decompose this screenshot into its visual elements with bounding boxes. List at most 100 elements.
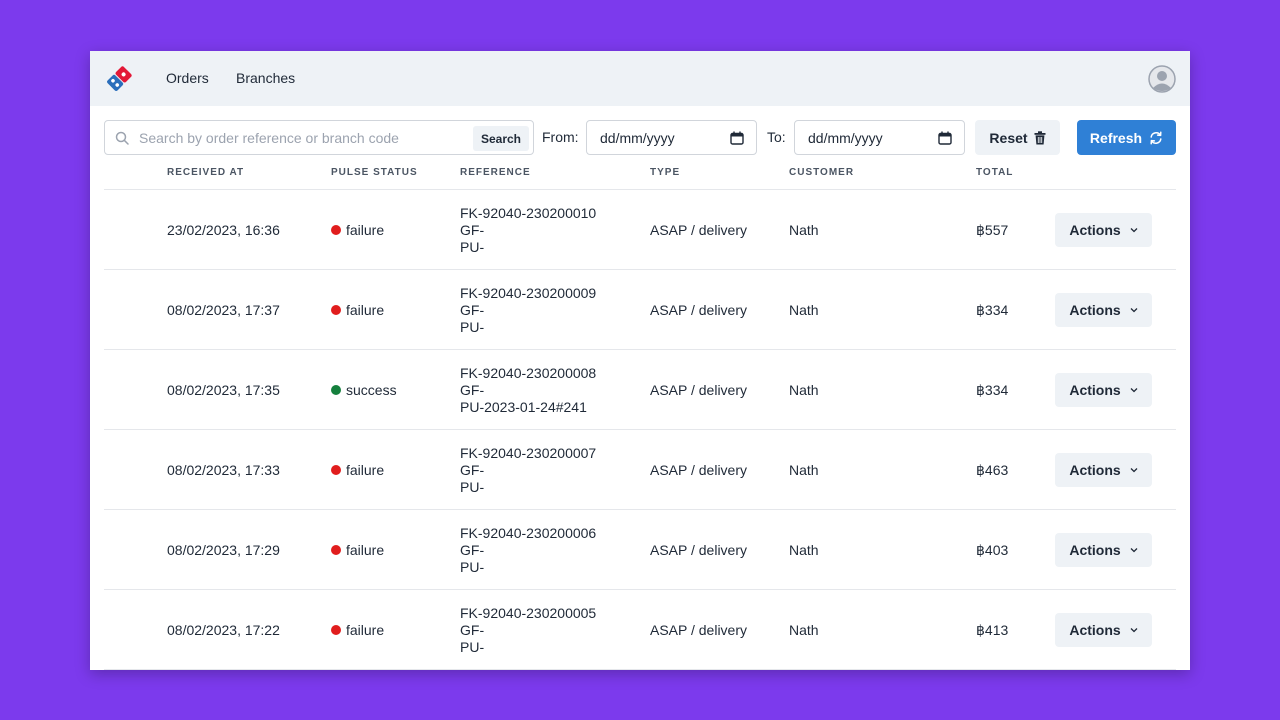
user-avatar-icon[interactable] xyxy=(1148,65,1176,93)
orders-table-header: RECEIVED AT PULSE STATUS REFERENCE TYPE … xyxy=(104,164,1176,190)
actions-dropdown-button[interactable]: Actions xyxy=(1055,453,1152,487)
status-text: failure xyxy=(346,222,385,238)
actions-label: Actions xyxy=(1069,302,1121,318)
status-text: success xyxy=(346,382,397,398)
reference-cell: FK-92040-230200007 GF- PU- xyxy=(460,445,596,496)
reference-line: FK-92040-230200006 xyxy=(460,525,597,541)
col-header-reference[interactable]: REFERENCE xyxy=(460,167,531,178)
received-at-cell: 08/02/2023, 17:29 xyxy=(167,542,280,558)
reset-button-label: Reset xyxy=(989,129,1028,146)
total-cell: ฿334 xyxy=(976,382,1009,398)
chevron-down-icon xyxy=(1130,628,1138,633)
reference-line: PU- xyxy=(460,639,485,655)
total-cell: ฿403 xyxy=(976,542,1009,558)
col-header-total[interactable]: TOTAL xyxy=(976,167,1014,178)
app-window: Orders Branches Search From: dd/mm/yyyy xyxy=(90,51,1190,670)
table-row[interactable]: 08/02/2023, 17:22 failure FK-92040-23020… xyxy=(104,590,1176,670)
top-navbar: Orders Branches xyxy=(90,51,1190,106)
reference-cell: FK-92040-230200008 GF- PU-2023-01-24#241 xyxy=(460,365,596,416)
chevron-down-icon xyxy=(1130,228,1138,233)
trash-icon xyxy=(1034,130,1046,144)
status-cell: failure xyxy=(331,622,384,638)
calendar-icon[interactable] xyxy=(730,131,744,145)
customer-cell: Nath xyxy=(789,462,819,478)
reference-line: GF- xyxy=(460,542,485,558)
status-text: failure xyxy=(346,622,385,638)
chevron-down-icon xyxy=(1130,308,1138,313)
chevron-down-icon xyxy=(1130,548,1138,553)
from-date-input[interactable]: dd/mm/yyyy xyxy=(586,120,757,155)
col-header-customer[interactable]: CUSTOMER xyxy=(789,167,855,178)
reference-line: PU- xyxy=(460,559,485,575)
reference-line: PU- xyxy=(460,479,485,495)
search-icon xyxy=(115,131,129,145)
refresh-button-label: Refresh xyxy=(1089,129,1143,146)
type-cell: ASAP / delivery xyxy=(650,302,748,318)
col-header-received-at[interactable]: RECEIVED AT xyxy=(167,167,245,178)
search-input[interactable] xyxy=(139,129,459,147)
reference-cell: FK-92040-230200009 GF- PU- xyxy=(460,285,596,336)
received-at-cell: 23/02/2023, 16:36 xyxy=(167,222,280,238)
reference-line: GF- xyxy=(460,462,485,478)
table-row[interactable]: 08/02/2023, 17:37 failure FK-92040-23020… xyxy=(104,270,1176,350)
actions-label: Actions xyxy=(1069,462,1121,478)
type-cell: ASAP / delivery xyxy=(650,542,748,558)
reference-line: FK-92040-230200008 xyxy=(460,365,597,381)
actions-dropdown-button[interactable]: Actions xyxy=(1055,613,1152,647)
col-header-pulse-status[interactable]: PULSE STATUS xyxy=(331,167,418,178)
brand-logo-icon[interactable] xyxy=(106,66,132,92)
from-date-value: dd/mm/yyyy xyxy=(600,130,675,146)
orders-table-body: 23/02/2023, 16:36 failure FK-92040-23020… xyxy=(104,190,1176,670)
total-cell: ฿557 xyxy=(976,222,1009,238)
reference-line: PU- xyxy=(460,239,485,255)
actions-label: Actions xyxy=(1069,222,1121,238)
type-cell: ASAP / delivery xyxy=(650,462,748,478)
status-text: failure xyxy=(346,302,385,318)
customer-cell: Nath xyxy=(789,222,819,238)
actions-label: Actions xyxy=(1069,622,1121,638)
received-at-cell: 08/02/2023, 17:33 xyxy=(167,462,280,478)
actions-dropdown-button[interactable]: Actions xyxy=(1055,533,1152,567)
customer-cell: Nath xyxy=(789,542,819,558)
reset-button[interactable]: Reset xyxy=(975,120,1060,155)
status-cell: failure xyxy=(331,222,384,238)
from-label: From: xyxy=(542,129,579,145)
reference-line: GF- xyxy=(460,382,485,398)
table-row[interactable]: 08/02/2023, 17:35 success FK-92040-23020… xyxy=(104,350,1176,430)
reference-cell: FK-92040-230200010 GF- PU- xyxy=(460,205,596,256)
actions-label: Actions xyxy=(1069,542,1121,558)
to-date-value: dd/mm/yyyy xyxy=(808,130,883,146)
type-cell: ASAP / delivery xyxy=(650,222,748,238)
to-date-input[interactable]: dd/mm/yyyy xyxy=(794,120,965,155)
actions-dropdown-button[interactable]: Actions xyxy=(1055,373,1152,407)
table-row[interactable]: 08/02/2023, 17:29 failure FK-92040-23020… xyxy=(104,510,1176,590)
nav-orders-link[interactable]: Orders xyxy=(166,70,209,86)
reference-line: PU-2023-01-24#241 xyxy=(460,399,587,415)
refresh-button[interactable]: Refresh xyxy=(1077,120,1176,155)
calendar-icon[interactable] xyxy=(938,131,952,145)
search-box: Search xyxy=(104,120,534,155)
filter-toolbar: Search From: dd/mm/yyyy To: dd/mm/yyyy R… xyxy=(104,120,1176,155)
reference-line: PU- xyxy=(460,319,485,335)
search-button[interactable]: Search xyxy=(472,126,529,151)
type-cell: ASAP / delivery xyxy=(650,622,748,638)
actions-dropdown-button[interactable]: Actions xyxy=(1055,213,1152,247)
chevron-down-icon xyxy=(1130,388,1138,393)
refresh-icon xyxy=(1150,131,1162,144)
reference-line: FK-92040-230200007 xyxy=(460,445,597,461)
nav-branches-link[interactable]: Branches xyxy=(236,70,296,86)
reference-cell: FK-92040-230200006 GF- PU- xyxy=(460,525,596,576)
total-cell: ฿463 xyxy=(976,462,1009,478)
actions-dropdown-button[interactable]: Actions xyxy=(1055,293,1152,327)
status-dot-icon xyxy=(331,225,341,235)
reference-cell: FK-92040-230200005 GF- PU- xyxy=(460,605,596,656)
col-header-type[interactable]: TYPE xyxy=(650,167,681,178)
received-at-cell: 08/02/2023, 17:37 xyxy=(167,302,280,318)
reference-line: FK-92040-230200009 xyxy=(460,285,597,301)
table-row[interactable]: 23/02/2023, 16:36 failure FK-92040-23020… xyxy=(104,190,1176,270)
status-dot-icon xyxy=(331,625,341,635)
table-row[interactable]: 08/02/2023, 17:33 failure FK-92040-23020… xyxy=(104,430,1176,510)
total-cell: ฿413 xyxy=(976,622,1009,638)
reference-line: FK-92040-230200005 xyxy=(460,605,597,621)
total-cell: ฿334 xyxy=(976,302,1009,318)
